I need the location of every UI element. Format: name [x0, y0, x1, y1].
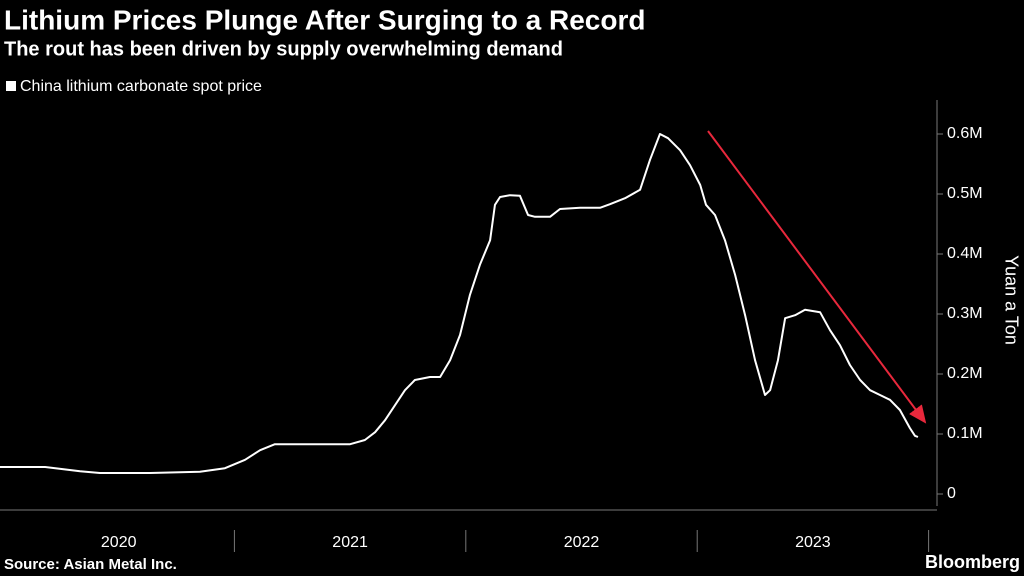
- y-tick-label: 0.6M: [947, 125, 983, 142]
- legend-label: China lithium carbonate spot price: [20, 78, 262, 95]
- y-tick-label: 0.1M: [947, 425, 983, 442]
- price-line: [0, 133, 919, 474]
- x-tick-label: 2020: [101, 534, 137, 551]
- x-tick-label: 2023: [795, 534, 831, 551]
- y-tick-label: 0.2M: [947, 365, 983, 382]
- y-axis-label: Yuan a Ton: [1001, 255, 1021, 345]
- chart-subtitle: The rout has been driven by supply overw…: [4, 38, 563, 60]
- y-tick-label: 0: [947, 485, 956, 502]
- chart-title: Lithium Prices Plunge After Surging to a…: [4, 4, 645, 35]
- y-tick-label: 0.3M: [947, 305, 983, 322]
- x-tick-label: 2021: [332, 534, 368, 551]
- x-tick-label: 2022: [564, 534, 600, 551]
- source: Source: Asian Metal Inc.: [4, 556, 177, 573]
- brand: Bloomberg: [925, 552, 1020, 572]
- legend-swatch: [6, 81, 16, 91]
- y-tick-label: 0.4M: [947, 245, 983, 262]
- y-tick-label: 0.5M: [947, 185, 983, 202]
- trend-arrow: [707, 130, 927, 424]
